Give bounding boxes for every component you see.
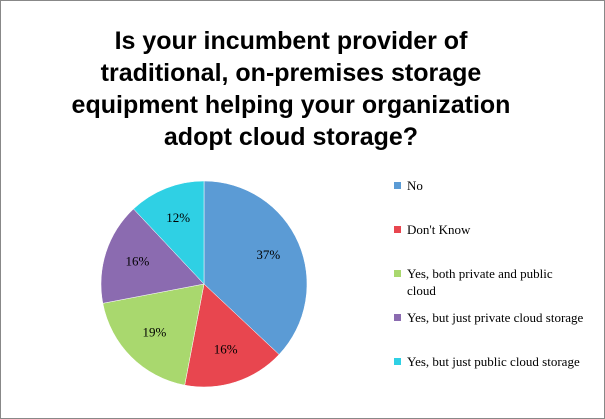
- legend: No Don't Know Yes, both private and public…: [394, 177, 584, 397]
- pie-slice: [203, 180, 308, 355]
- legend-label: Don't Know: [407, 222, 471, 237]
- legend-entry: Don't Know: [394, 221, 584, 265]
- legend-label: Yes, but just private cloud storage: [407, 310, 584, 325]
- pie-slice: [184, 283, 280, 388]
- slice-label: 19%: [143, 325, 167, 340]
- legend-label: No: [407, 178, 423, 193]
- slice-label: 16%: [125, 253, 149, 268]
- pie-slice: [100, 208, 205, 304]
- slice-label: 12%: [166, 210, 190, 225]
- pie-slice: [133, 180, 205, 285]
- legend-entry: Yes, but just public cloud storage: [394, 353, 584, 397]
- legend-entry: No: [394, 177, 584, 221]
- legend-swatch: [394, 226, 401, 233]
- legend-entry: Yes, both private and public cloud: [394, 265, 584, 309]
- legend-swatch: [394, 182, 401, 189]
- slice-label: 16%: [214, 342, 238, 357]
- legend-entry: Yes, but just private cloud storage: [394, 309, 584, 353]
- pie-slice: [102, 283, 205, 386]
- legend-swatch: [394, 314, 401, 321]
- legend-label: Yes, both private and public cloud: [407, 266, 553, 298]
- legend-swatch: [394, 270, 401, 277]
- slice-label: 37%: [256, 247, 280, 262]
- chart-title: Is your incumbent provider of traditiona…: [71, 27, 511, 151]
- legend-label: Yes, but just public cloud storage: [407, 354, 580, 369]
- legend-swatch: [394, 358, 401, 365]
